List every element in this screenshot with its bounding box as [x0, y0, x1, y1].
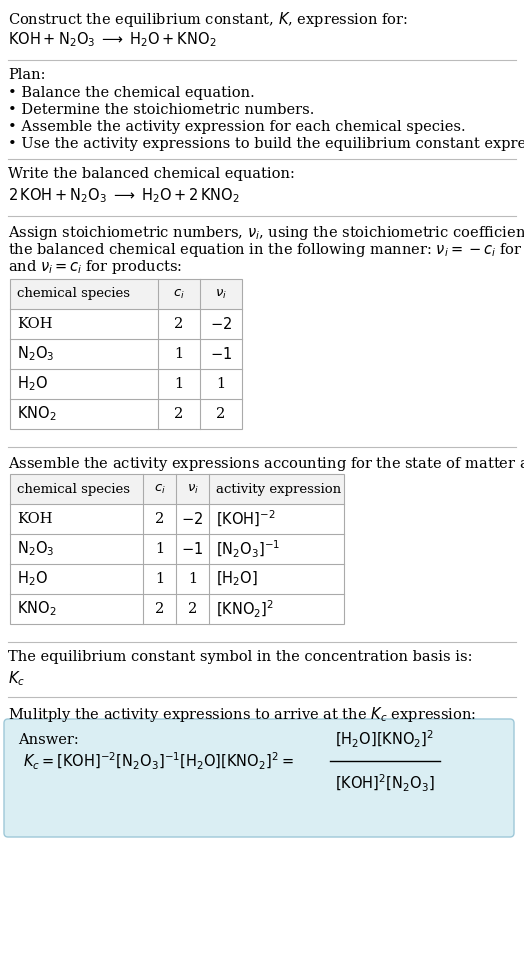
Text: • Balance the chemical equation.: • Balance the chemical equation.	[8, 86, 255, 100]
Text: $c_i$: $c_i$	[154, 482, 166, 496]
Text: the balanced chemical equation in the following manner: $\nu_i = -c_i$ for react: the balanced chemical equation in the fo…	[8, 241, 524, 259]
Text: • Use the activity expressions to build the equilibrium constant expression.: • Use the activity expressions to build …	[8, 137, 524, 151]
Text: Mulitply the activity expressions to arrive at the $K_c$ expression:: Mulitply the activity expressions to arr…	[8, 705, 476, 724]
Text: 1: 1	[155, 572, 164, 586]
Text: $\mathrm{H_2O}$: $\mathrm{H_2O}$	[17, 570, 48, 589]
Text: $\mathrm{KOH} + \mathrm{N_2O_3} \;\longrightarrow\; \mathrm{H_2O} + \mathrm{KNO_: $\mathrm{KOH} + \mathrm{N_2O_3} \;\longr…	[8, 30, 216, 49]
Text: Write the balanced chemical equation:: Write the balanced chemical equation:	[8, 167, 295, 181]
Text: • Determine the stoichiometric numbers.: • Determine the stoichiometric numbers.	[8, 103, 314, 117]
Bar	[10, 474, 344, 624]
Text: $\nu_i$: $\nu_i$	[215, 288, 227, 300]
Text: $\mathrm{N_2O_3}$: $\mathrm{N_2O_3}$	[17, 344, 54, 363]
Text: The equilibrium constant symbol in the concentration basis is:: The equilibrium constant symbol in the c…	[8, 650, 473, 664]
FancyBboxPatch shape	[4, 719, 514, 837]
Text: $-2$: $-2$	[210, 316, 232, 332]
Text: 1: 1	[188, 572, 197, 586]
Text: $[\mathrm{KOH}]^{-2}$: $[\mathrm{KOH}]^{-2}$	[216, 509, 276, 529]
Text: $c_i$: $c_i$	[173, 288, 185, 300]
Text: 2: 2	[188, 602, 197, 616]
Text: 2: 2	[216, 407, 226, 421]
Text: 2: 2	[174, 317, 183, 331]
Text: $\mathrm{KNO_2}$: $\mathrm{KNO_2}$	[17, 599, 57, 619]
Text: 1: 1	[155, 542, 164, 556]
Text: $2\,\mathrm{KOH} + \mathrm{N_2O_3} \;\longrightarrow\; \mathrm{H_2O} + 2\,\mathr: $2\,\mathrm{KOH} + \mathrm{N_2O_3} \;\lo…	[8, 186, 240, 204]
Text: Construct the equilibrium constant, $K$, expression for:: Construct the equilibrium constant, $K$,…	[8, 10, 408, 29]
Text: • Assemble the activity expression for each chemical species.: • Assemble the activity expression for e…	[8, 120, 466, 134]
Text: 1: 1	[174, 347, 183, 361]
Text: $K_c$: $K_c$	[8, 669, 25, 688]
Text: activity expression: activity expression	[216, 482, 341, 496]
Bar	[10, 474, 344, 504]
Text: $[\mathrm{KOH}]^2[\mathrm{N_2O_3}]$: $[\mathrm{KOH}]^2[\mathrm{N_2O_3}]$	[335, 772, 435, 793]
Text: 2: 2	[155, 512, 164, 526]
Text: $\mathrm{N_2O_3}$: $\mathrm{N_2O_3}$	[17, 540, 54, 558]
Text: 2: 2	[174, 407, 183, 421]
Text: Answer:: Answer:	[18, 733, 79, 747]
Text: $[\mathrm{N_2O_3}]^{-1}$: $[\mathrm{N_2O_3}]^{-1}$	[216, 538, 280, 559]
Text: $-2$: $-2$	[181, 511, 203, 527]
Text: $\mathrm{KNO_2}$: $\mathrm{KNO_2}$	[17, 405, 57, 423]
Text: KOH: KOH	[17, 317, 52, 331]
Text: 2: 2	[155, 602, 164, 616]
Text: and $\nu_i = c_i$ for products:: and $\nu_i = c_i$ for products:	[8, 258, 182, 276]
Text: Plan:: Plan:	[8, 68, 46, 82]
Text: $-1$: $-1$	[181, 541, 203, 557]
Text: $\nu_i$: $\nu_i$	[187, 482, 199, 496]
Text: chemical species: chemical species	[17, 482, 130, 496]
Text: 1: 1	[216, 377, 225, 391]
Text: 1: 1	[174, 377, 183, 391]
Text: $K_c = [\mathrm{KOH}]^{-2}[\mathrm{N_2O_3}]^{-1}[\mathrm{H_2O}][\mathrm{KNO_2}]^: $K_c = [\mathrm{KOH}]^{-2}[\mathrm{N_2O_…	[23, 751, 294, 772]
Text: $\mathrm{H_2O}$: $\mathrm{H_2O}$	[17, 375, 48, 393]
Bar	[10, 279, 242, 429]
Text: $[\mathrm{H_2O}][\mathrm{KNO_2}]^2$: $[\mathrm{H_2O}][\mathrm{KNO_2}]^2$	[335, 729, 434, 750]
Text: Assign stoichiometric numbers, $\nu_i$, using the stoichiometric coefficients, $: Assign stoichiometric numbers, $\nu_i$, …	[8, 224, 524, 242]
Text: KOH: KOH	[17, 512, 52, 526]
Text: $[\mathrm{H_2O}]$: $[\mathrm{H_2O}]$	[216, 570, 258, 588]
Text: $-1$: $-1$	[210, 346, 232, 362]
Text: $[\mathrm{KNO_2}]^2$: $[\mathrm{KNO_2}]^2$	[216, 598, 274, 620]
Bar	[10, 279, 242, 309]
Text: chemical species: chemical species	[17, 288, 130, 300]
Text: Assemble the activity expressions accounting for the state of matter and $\nu_i$: Assemble the activity expressions accoun…	[8, 455, 524, 473]
